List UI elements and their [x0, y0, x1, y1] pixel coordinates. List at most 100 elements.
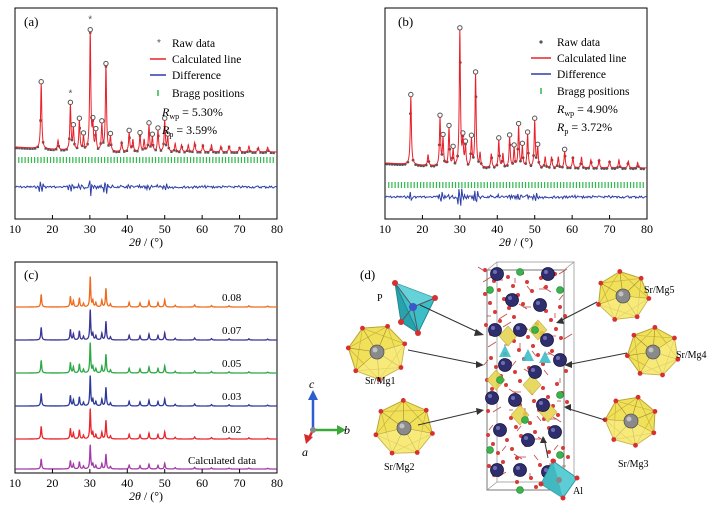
legend-diff-label: Difference [557, 69, 606, 81]
raw-data-point [28, 147, 32, 150]
raw-peak-marker [532, 115, 538, 121]
crystal-axes-triad: c b a [302, 377, 350, 459]
pattern-series-0 [15, 276, 277, 308]
raw-data-point [225, 151, 228, 154]
panel-c-x-ticks: 10 20 30 40 50 60 70 80 [9, 469, 283, 490]
x-tick-label: 40 [491, 222, 503, 236]
series-label-3: 0.03 [222, 391, 242, 403]
legend-calc-label: Calculated line [557, 53, 626, 65]
raw-data-point [20, 147, 24, 150]
raw-data-point [214, 151, 218, 154]
raw-data-point [230, 151, 233, 154]
raw-peak-marker [535, 141, 541, 147]
raw-data-point [178, 150, 181, 154]
polyhedron-sr-mg2 [373, 398, 435, 456]
x-tick-label: 30 [84, 476, 96, 490]
raw-data-point [115, 150, 118, 154]
raw-peak-marker [519, 140, 526, 146]
label-al: Al [573, 486, 583, 497]
x-tick-label: 30 [84, 222, 96, 236]
x-tick-label: 60 [196, 476, 208, 490]
label-sr-mg4: Sr/Mg4 [676, 350, 707, 361]
raw-peak-marker [524, 129, 531, 135]
x-tick-label: 70 [604, 222, 616, 236]
pattern-series-2 [15, 342, 277, 374]
c-axis-label: c [309, 377, 315, 391]
bragg-positions [388, 182, 644, 188]
panel-c-letter: (c) [24, 267, 38, 282]
raw-data-point [199, 151, 202, 154]
raw-peak-marker [561, 146, 568, 153]
panel-b-frame [384, 7, 648, 220]
b-axis-arrowhead [337, 425, 346, 435]
calculated-line [385, 29, 647, 169]
raw-data-point [75, 146, 79, 150]
raw-data-point [261, 151, 265, 154]
raw-data-point [44, 147, 47, 150]
raw-data-point [204, 151, 207, 154]
legend-bragg-label: Bragg positions [172, 88, 245, 100]
difference-curve [15, 180, 277, 197]
raw-peak-marker [149, 131, 156, 137]
p-tetrahedron: P [377, 280, 438, 336]
legend-bragg-label: Bragg positions [557, 86, 630, 98]
pattern-series-1 [15, 309, 277, 341]
raw-peak-marker [76, 115, 83, 121]
polyhedron-sr-mg1 [345, 323, 408, 382]
panel-a: (a) ** 10 20 30 40 50 60 70 80 * Raw data Calcu… [9, 7, 283, 249]
raw-peak-marker [450, 143, 456, 149]
raw-data-point [47, 148, 50, 151]
raw-data-point [217, 151, 220, 154]
bragg-positions [18, 157, 274, 163]
raw-peak-marker [38, 79, 44, 85]
x-tick-label: 10 [379, 222, 391, 236]
label-p: P [377, 293, 383, 304]
panel-a-plot: ** [15, 15, 277, 197]
series-label-0: 0.08 [222, 292, 242, 304]
arrow-p [419, 304, 483, 335]
raw-data-point [240, 151, 244, 154]
raw-data-point [212, 150, 215, 154]
x-tick-label: 80 [271, 222, 283, 236]
raw-peak-marker [67, 99, 74, 106]
raw-data-point [269, 151, 273, 154]
polyhedron-sr-mg3 [602, 394, 658, 448]
x-tick-label: 80 [271, 476, 283, 490]
x-tick-label: 70 [234, 476, 246, 490]
polyhedron-sr-mg5 [596, 269, 652, 322]
raw-data-point [206, 151, 210, 154]
panel-b-x-ticks: 10 20 30 40 50 60 70 80 [379, 215, 653, 236]
panel-a-x-title: 2θ / (°) [129, 235, 163, 249]
panel-c-x-title: 2θ / (°) [129, 489, 163, 503]
raw-data-point [183, 151, 186, 154]
raw-marker-icon [539, 40, 543, 44]
label-sr-mg1: Sr/Mg1 [365, 376, 396, 387]
panel-d-letter: (d) [360, 267, 375, 282]
rwp-value: Rwp = 4.90% [556, 102, 618, 118]
raw-data-point [26, 147, 29, 150]
raw-peak-marker [472, 69, 479, 75]
legend-diff-label: Difference [172, 70, 221, 82]
label-sr-mg5: Sr/Mg5 [644, 285, 675, 296]
series-label-2: 0.05 [222, 358, 242, 370]
raw-peak-marker [408, 91, 414, 98]
series-label-4: 0.02 [222, 424, 241, 436]
raw-data-point [246, 150, 249, 154]
pointer-arrowheads [474, 317, 572, 443]
calculated-line [15, 31, 277, 153]
raw-peak-marker [126, 127, 132, 134]
raw-data-point [52, 148, 55, 152]
raw-peak-marker [99, 118, 105, 124]
raw-data-point [107, 144, 110, 147]
raw-data-point [264, 151, 267, 154]
raw-data-point [149, 145, 152, 148]
raw-peak-marker [137, 129, 143, 136]
rp-value: Rp = 3.72% [556, 120, 612, 136]
raw-peak-marker [440, 131, 446, 138]
raw-data-point [243, 151, 247, 154]
raw-data-point [235, 151, 239, 154]
raw-data-point [31, 147, 34, 150]
panel-b-legend: Raw data Calculated line Difference Brag… [531, 37, 630, 136]
raw-peak-marker [457, 25, 463, 31]
raw-peak-marker [446, 122, 452, 129]
